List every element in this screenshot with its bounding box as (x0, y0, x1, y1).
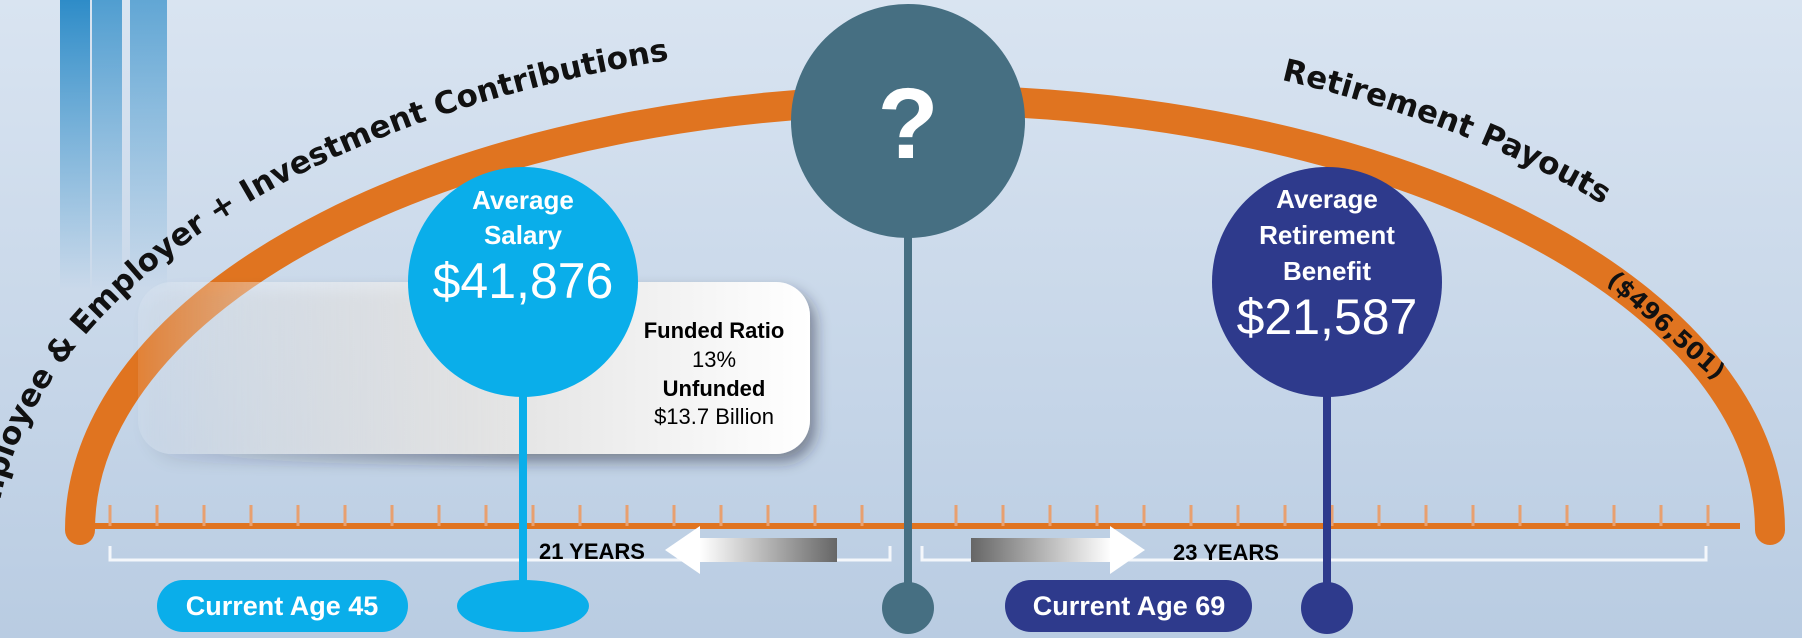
salary-value: $41,876 (433, 253, 614, 309)
salary-label-2: Salary (484, 220, 563, 250)
unknown-label: ? (877, 68, 938, 180)
working-span: 21 YEARS (539, 539, 645, 564)
benefit-label-2: Retirement (1259, 220, 1395, 250)
funded-ratio-label: Funded Ratio (644, 318, 785, 343)
benefit-label-3: Benefit (1283, 256, 1371, 286)
unfunded-label: Unfunded (663, 376, 766, 401)
unknown-pin: ? (791, 4, 1025, 634)
brackets (108, 546, 1708, 562)
benefit-label-1: Average (1276, 184, 1378, 214)
benefit-value: $21,587 (1237, 289, 1418, 345)
benefit-pin: Average Retirement Benefit $21,587 (1212, 167, 1442, 634)
timeline (95, 505, 1740, 529)
logo-bars (60, 0, 167, 290)
salary-label-1: Average (472, 185, 574, 215)
retirement-age: Current Age 69 (1033, 591, 1226, 621)
funded-ratio-value: 13% (692, 347, 736, 372)
current-age: Current Age 45 (186, 591, 379, 621)
salary-pin: Average Salary $41,876 (408, 167, 638, 632)
unfunded-value: $13.7 Billion (654, 404, 774, 429)
age-pills: Current Age 45 Current Age 69 (157, 580, 1252, 632)
funding-text: Funded Ratio 13% Unfunded $13.7 Billion (644, 318, 785, 429)
arrows (665, 526, 1145, 574)
retired-span: 23 YEARS (1173, 540, 1279, 565)
